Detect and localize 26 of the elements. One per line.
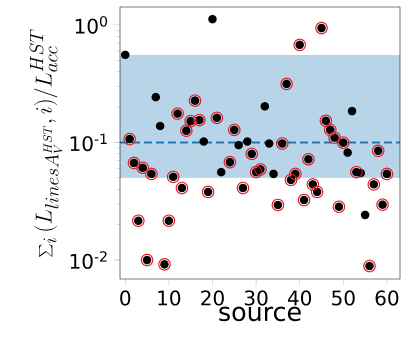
point [208, 14, 217, 24]
point [151, 92, 160, 102]
point [234, 140, 243, 150]
x-tick-label: 30 [244, 290, 268, 306]
point [216, 168, 226, 176]
x-tick-label: 50 [332, 290, 355, 306]
x-tick-label: 60 [376, 290, 398, 306]
point [348, 106, 356, 116]
y-tick-label: 10$^{0}$ [76, 16, 108, 34]
point [343, 148, 352, 157]
point [243, 137, 252, 146]
y-tick-label: 10$^{-2}$ [70, 251, 107, 269]
point [264, 139, 274, 148]
x-axis-title: source [219, 306, 301, 322]
point [199, 137, 208, 146]
x-tick-label: 40 [288, 290, 312, 306]
point [120, 50, 130, 60]
x-tick-label: 10 [158, 290, 180, 306]
point [260, 102, 270, 111]
y-axis-title: $\sum_i \, (L_{lines A_V^{HST}}, i)/L_{acc}^{HST}$ [30, 29, 62, 257]
x-tick-label: 20 [201, 290, 224, 306]
point [360, 210, 370, 220]
y-tick-label: 10$^{-1}$ [70, 134, 107, 152]
point [269, 170, 278, 178]
point [156, 122, 164, 130]
x-tick-label: 0 [120, 290, 130, 306]
